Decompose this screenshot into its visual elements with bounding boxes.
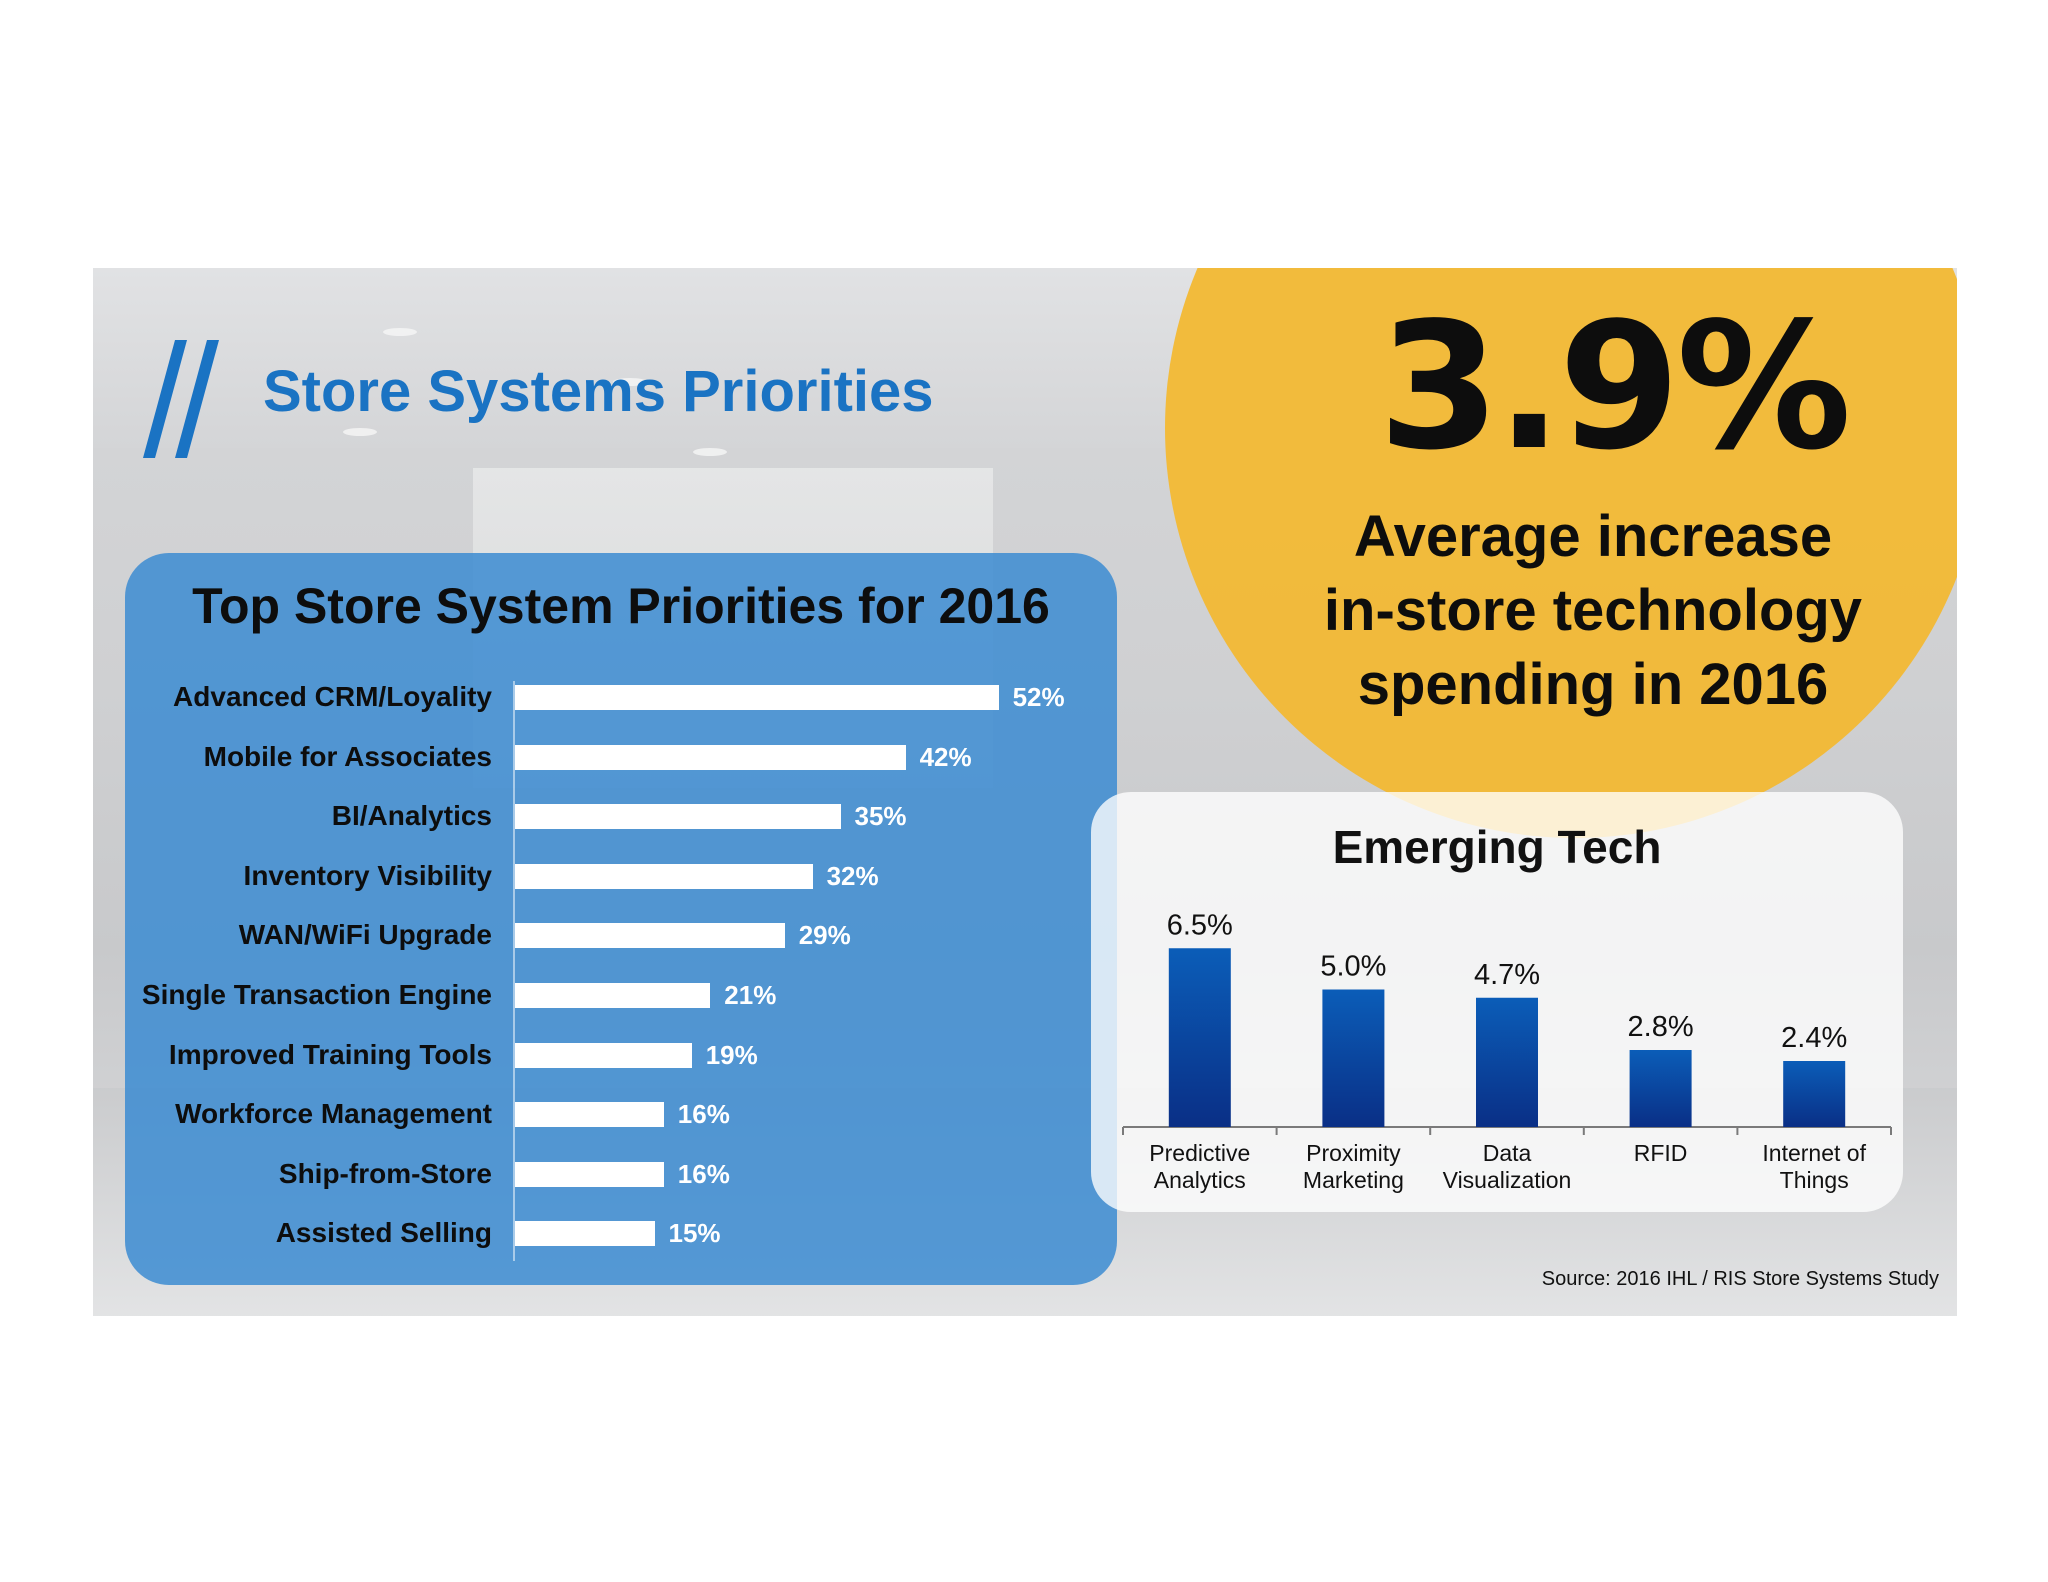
emerging-category-label: Visualization (1443, 1167, 1572, 1193)
emerging-value-label: 5.0% (1320, 951, 1386, 983)
priority-row: Mobile for Associates 42% (125, 739, 1117, 779)
emerging-category-label: Marketing (1303, 1167, 1404, 1193)
priority-bar (515, 804, 841, 830)
highlight-stat: 3.9% (1378, 286, 1851, 489)
priority-value-label: 32% (826, 860, 879, 891)
priority-label: Ship-from-Store (278, 1157, 492, 1189)
priority-row: WAN/WiFi Upgrade 29% (125, 917, 1117, 957)
priority-value-label: 19% (705, 1039, 758, 1070)
priorities-axis-line (513, 681, 515, 1261)
highlight-caption-line: Average increase (1353, 504, 1833, 569)
emerging-tech-panel: Emerging Tech 6.5% Predictive Analytics 5.0… (1091, 792, 1903, 1212)
page-title: Store Systems Priorities (263, 359, 934, 424)
priority-bar (515, 1102, 664, 1128)
priority-row: Assisted Selling 15% (125, 1215, 1117, 1255)
priority-value-label: 16% (677, 1099, 730, 1130)
emerging-value-label: 4.7% (1474, 959, 1540, 991)
emerging-value-label: 2.8% (1628, 1011, 1694, 1043)
priority-bar (515, 1042, 692, 1068)
priorities-bar-chart: Advanced CRM/Loyality 52% Mobile for Assoc… (125, 553, 1117, 1285)
priorities-panel: Top Store System Priorities for 2016 Adv… (125, 553, 1117, 1285)
priority-label: Inventory Visibility (243, 859, 492, 891)
priority-label: Single Transaction Engine (141, 979, 492, 1010)
highlight-caption-line: in-store technology (1323, 578, 1863, 643)
priority-bar (515, 923, 785, 949)
emerging-category-label: Internet of (1762, 1140, 1866, 1166)
priority-row: Single Transaction Engine 21% (125, 977, 1117, 1017)
priority-label: Mobile for Associates (203, 740, 492, 772)
emerging-bar (1629, 1050, 1692, 1127)
priority-bar (515, 744, 906, 770)
priority-bar (515, 863, 813, 889)
emerging-bar (1476, 997, 1538, 1127)
priority-label: Improved Training Tools (168, 1038, 492, 1070)
priority-value-label: 21% (724, 980, 777, 1010)
priorities-chart-title: Top Store System Priorities for 2016 (192, 578, 1050, 634)
emerging-value-label: 6.5% (1167, 909, 1233, 941)
priority-bar (515, 983, 711, 1008)
emerging-chart-title: Emerging Tech (1332, 821, 1662, 873)
ceiling-light (693, 448, 727, 456)
double-slash-logo-icon (143, 340, 219, 458)
highlight-caption-line: spending in 2016 (1357, 652, 1829, 717)
emerging-value-label: 2.4% (1781, 1022, 1847, 1054)
emerging-bar (1322, 989, 1385, 1127)
infographic-slide: Store Systems Priorities 3.9% Average in… (93, 268, 1957, 1316)
priority-row: Inventory Visibility 32% (125, 858, 1117, 898)
emerging-category-label: Things (1780, 1167, 1849, 1193)
emerging-category-label: Predictive (1149, 1140, 1250, 1166)
ceiling-light (383, 328, 417, 336)
ceiling-light (343, 428, 377, 436)
priority-label: Assisted Selling (275, 1217, 492, 1249)
priority-value-label: 42% (919, 741, 972, 772)
priority-bar (515, 1221, 655, 1247)
priority-value-label: 15% (668, 1218, 721, 1249)
source-note: Source: 2016 IHL / RIS Store Systems Stu… (1541, 1268, 1939, 1290)
emerging-category-label: Data (1483, 1140, 1532, 1166)
priority-row: Workforce Management 16% (125, 1096, 1117, 1136)
priority-bar (515, 685, 999, 710)
priority-bar (515, 1161, 664, 1187)
priority-value-label: 29% (798, 920, 851, 951)
emerging-category-label: Analytics (1154, 1167, 1246, 1193)
emerging-category-label: Proximity (1306, 1140, 1401, 1166)
priority-row: Improved Training Tools 19% (125, 1037, 1117, 1077)
priority-value-label: 52% (1012, 682, 1065, 712)
priority-row: BI/Analytics 35% (125, 798, 1117, 838)
priority-row: Ship-from-Store 16% (125, 1156, 1117, 1196)
priority-value-label: 35% (854, 801, 907, 832)
highlight-caption: Average increase in-store technology spe… (1273, 500, 1913, 722)
priority-label: Workforce Management (175, 1098, 492, 1130)
priority-label: Advanced CRM/Loyality (173, 681, 492, 712)
priority-label: BI/Analytics (331, 800, 492, 832)
emerging-bar (1168, 948, 1231, 1127)
priority-label: WAN/WiFi Upgrade (238, 919, 492, 951)
priority-row: Advanced CRM/Loyality 52% (125, 679, 1117, 719)
priority-value-label: 16% (677, 1158, 730, 1189)
emerging-category-label: RFID (1634, 1140, 1688, 1166)
emerging-bar (1783, 1061, 1846, 1127)
